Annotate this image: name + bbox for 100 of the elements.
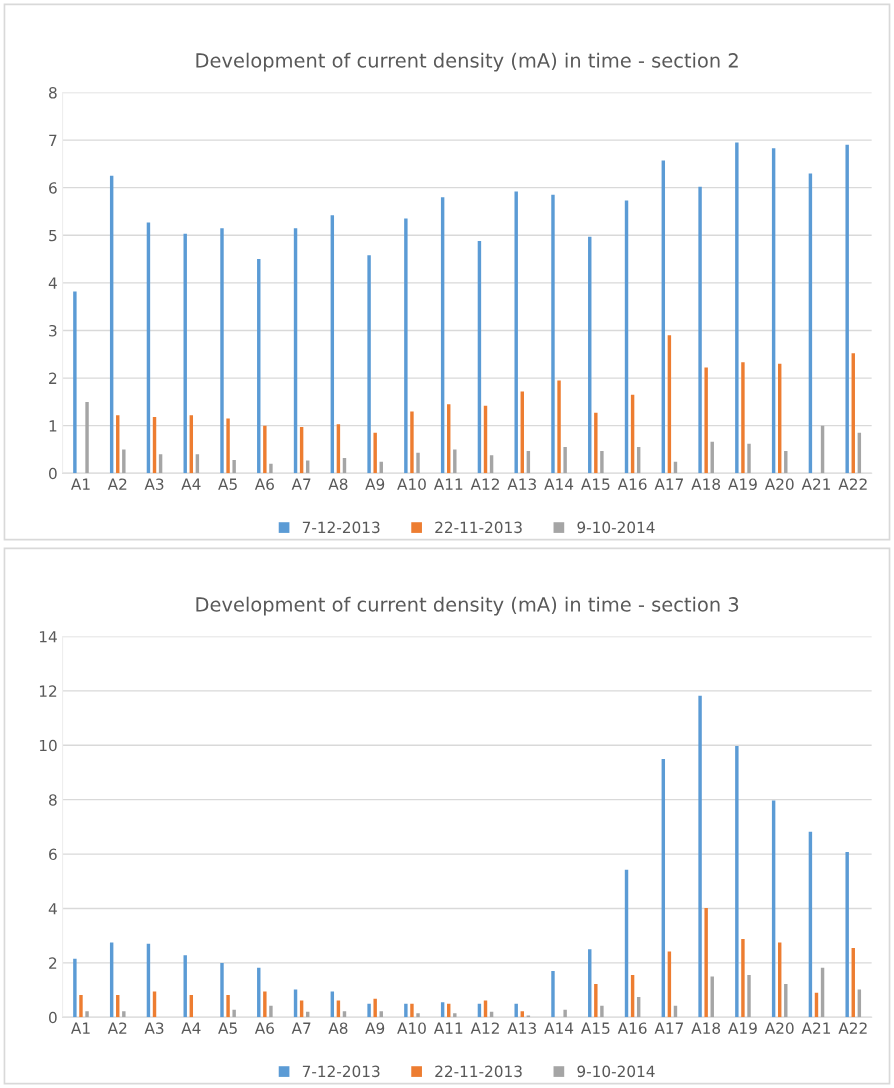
legend-label: 9-10-2014 (577, 1065, 655, 1078)
x-tick-label: A3 (144, 1022, 164, 1034)
y-tick-label: 4 (48, 277, 57, 289)
bar (600, 1005, 604, 1018)
bar (735, 746, 739, 1018)
x-tick-label: A7 (291, 1022, 311, 1034)
x-tick-label: A8 (328, 478, 348, 490)
x-tick-label: A6 (254, 1022, 274, 1034)
x-tick-label: A8 (328, 1022, 348, 1034)
bar (600, 450, 604, 474)
bar (373, 998, 377, 1018)
x-tick-label: A12 (470, 478, 499, 490)
x-tick-label: A3 (144, 478, 164, 490)
legend-label: 22-11-2013 (435, 521, 522, 534)
y-tick-label: 1 (49, 420, 57, 432)
bar (79, 994, 83, 1018)
y-tick-label: 2 (49, 372, 57, 384)
x-tick-label: A6 (254, 478, 274, 490)
x-tick-label: A15 (581, 478, 610, 490)
y-tick-label: 12 (39, 685, 57, 697)
bar (404, 1003, 408, 1018)
bar (220, 228, 224, 474)
x-tick-label: A14 (544, 478, 574, 490)
x-tick-label: A22 (838, 1022, 867, 1034)
x-tick-label: A2 (107, 1022, 127, 1034)
bar (704, 907, 708, 1018)
bar (453, 1013, 457, 1018)
bar (514, 1003, 518, 1018)
x-tick-label: A2 (107, 478, 127, 490)
x-tick-label: A11 (433, 1022, 463, 1034)
x-tick-label: A18 (691, 478, 721, 490)
bar (747, 975, 751, 1018)
bar (563, 1009, 567, 1018)
bar (232, 1009, 236, 1018)
bar (373, 432, 377, 474)
bar (747, 443, 751, 474)
x-tick-label: A20 (764, 1022, 794, 1034)
bar (416, 1013, 420, 1018)
bar (183, 233, 187, 474)
bar (551, 194, 555, 474)
bar (410, 1003, 414, 1018)
bar (220, 962, 224, 1018)
bar (73, 291, 77, 474)
x-tick-label: A1 (71, 478, 90, 490)
y-tick-label: 14 (39, 631, 57, 643)
bar (269, 1005, 273, 1018)
y-tick-label: 0 (49, 1011, 57, 1024)
bar (784, 450, 788, 474)
chart-title: Development of current density (mA) in time - section 3 (196, 596, 739, 616)
bar (594, 412, 598, 474)
bar (698, 695, 702, 1018)
x-tick-label: A7 (291, 478, 311, 490)
bar (122, 1011, 126, 1018)
bar (367, 1003, 371, 1018)
bar (594, 984, 598, 1018)
bar (551, 971, 555, 1018)
x-tick-label: A5 (218, 1022, 237, 1034)
bar (416, 452, 420, 474)
x-tick-label: A13 (507, 478, 536, 490)
bar (226, 994, 230, 1018)
x-tick-label: A1 (71, 1022, 90, 1034)
x-tick-label: A13 (507, 1022, 536, 1034)
bar (741, 938, 745, 1018)
y-tick-label: 5 (49, 229, 57, 242)
bar (367, 255, 371, 474)
x-tick-label: A10 (397, 1022, 426, 1034)
y-tick-label: 10 (39, 739, 57, 752)
x-tick-label: A9 (365, 1022, 385, 1034)
x-tick-label: A10 (397, 478, 426, 490)
bar (73, 958, 77, 1018)
x-tick-label: A21 (801, 478, 831, 490)
legend-label: 9-10-2014 (577, 521, 655, 534)
x-tick-label: A16 (617, 1022, 647, 1034)
x-tick-label: A12 (470, 1022, 499, 1034)
y-tick-label: 8 (49, 794, 57, 806)
x-tick-label: A4 (181, 478, 201, 490)
legend-label: 22-11-2013 (435, 1065, 522, 1078)
bar (85, 1011, 89, 1018)
bar (557, 380, 561, 474)
bar (735, 142, 739, 474)
x-tick-label: A20 (764, 478, 794, 490)
bar (845, 851, 849, 1018)
bar (263, 425, 267, 474)
legend-label: 7-12-2013 (302, 1065, 380, 1078)
x-tick-label: A22 (838, 478, 867, 490)
bar (741, 362, 745, 474)
x-tick-label: A18 (691, 1022, 721, 1034)
x-tick-label: A14 (544, 1022, 574, 1034)
bar (226, 418, 230, 474)
bar (404, 218, 408, 474)
x-tick-label: A19 (728, 478, 757, 490)
x-tick-label: A5 (218, 478, 237, 490)
y-tick-label: 4 (48, 903, 57, 915)
bar (269, 463, 273, 474)
x-tick-label: A15 (581, 1022, 610, 1034)
y-tick-label: 7 (49, 134, 57, 146)
bar (263, 991, 267, 1018)
x-tick-label: A19 (728, 1022, 757, 1034)
bar (232, 459, 236, 474)
x-tick-label: A16 (617, 478, 647, 490)
